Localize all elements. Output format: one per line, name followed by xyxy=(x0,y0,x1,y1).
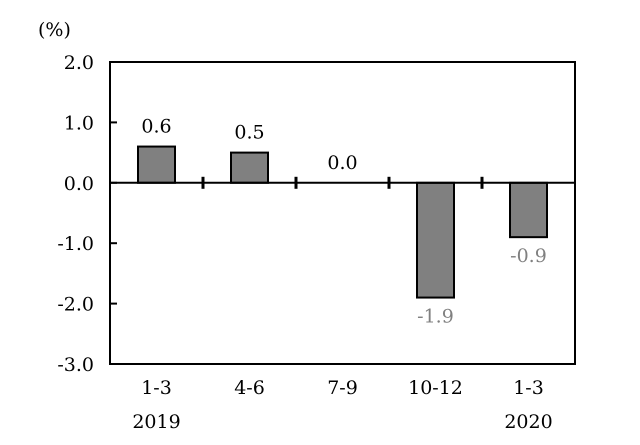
data-label: 0.5 xyxy=(234,122,264,144)
y-tick-label: 2.0 xyxy=(64,52,94,74)
bar xyxy=(230,151,269,184)
y-axis-ticks: 2.0 1.0 0.0 -1.0 -2.0 -3.0 xyxy=(57,52,117,376)
data-label: 0.6 xyxy=(141,116,171,138)
category-tick-marks xyxy=(201,176,484,189)
y-tick-label: -1.0 xyxy=(57,233,94,255)
x-axis-labels: 1-3 2019 4-6 7-9 10-12 1-3 2020 xyxy=(132,377,552,433)
y-axis-unit-label: (%) xyxy=(38,19,71,41)
x-year-label: 2019 xyxy=(132,411,180,433)
data-label: -0.9 xyxy=(510,245,547,267)
y-tick-label: 1.0 xyxy=(64,112,94,134)
plot-frame xyxy=(109,61,576,365)
x-category-label: 1-3 xyxy=(513,377,544,399)
data-label: -1.9 xyxy=(417,306,454,328)
bar xyxy=(509,181,548,239)
x-year-label: 2020 xyxy=(504,411,552,433)
x-category-label: 10-12 xyxy=(408,377,463,399)
data-label: 0.0 xyxy=(327,152,357,174)
x-category-label: 4-6 xyxy=(234,377,265,399)
y-tick-label: -3.0 xyxy=(57,354,94,376)
y-tick-label: -2.0 xyxy=(57,294,94,316)
bar xyxy=(416,181,455,299)
data-labels-group: 0.6 0.5 0.0 -1.9 -0.9 xyxy=(141,116,546,328)
x-category-label: 1-3 xyxy=(141,377,172,399)
x-category-label: 7-9 xyxy=(327,377,358,399)
y-tick-label: 0.0 xyxy=(64,173,94,195)
bar xyxy=(137,145,176,184)
